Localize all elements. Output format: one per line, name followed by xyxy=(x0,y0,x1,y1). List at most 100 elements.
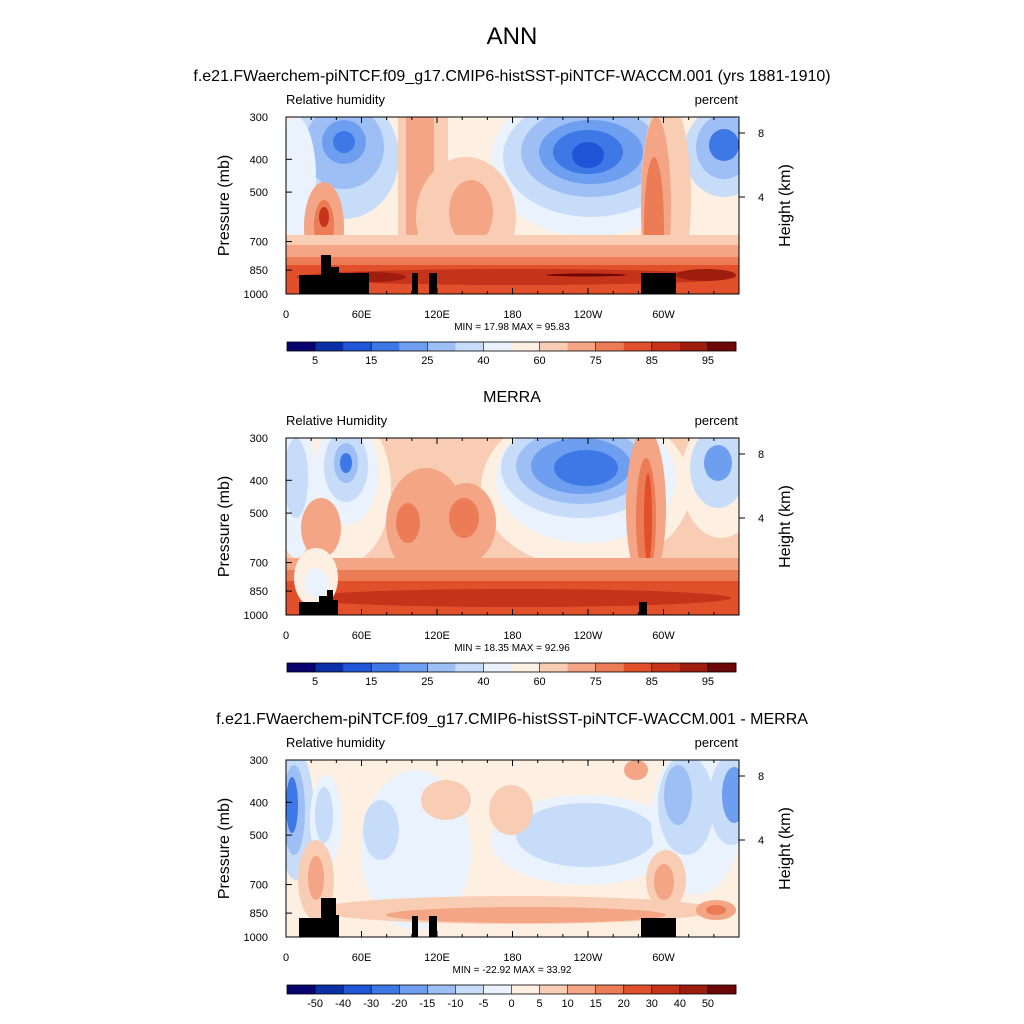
colorbar-label: 95 xyxy=(702,676,714,688)
topography-mask xyxy=(641,273,676,294)
colorbar-label: 5 xyxy=(312,355,318,367)
x-tick-label: 120W xyxy=(574,630,603,642)
x-tick-label: 60W xyxy=(652,952,675,964)
y-tick-label: 300 xyxy=(250,112,268,124)
x-tick-label: 0 xyxy=(283,630,289,642)
y-tick-label: 850 xyxy=(250,586,268,598)
contour-fill xyxy=(546,273,626,277)
x-tick-label: 180 xyxy=(503,952,521,964)
colorbar-label: 0 xyxy=(508,998,514,1010)
y-tick-label: 400 xyxy=(250,154,268,166)
y-tick-label: 500 xyxy=(250,187,268,199)
units-label: percent xyxy=(695,413,739,428)
colorbar-frame xyxy=(286,662,737,673)
y-axis-title: Pressure (mb) xyxy=(216,476,233,577)
contour-fill xyxy=(722,767,739,823)
colorbar-swatch xyxy=(595,663,625,672)
y2-axis-title: Height (km) xyxy=(777,164,794,247)
y-tick-label: 500 xyxy=(250,508,268,520)
colorbar-label: -50 xyxy=(307,998,323,1010)
contour-fill xyxy=(644,473,652,563)
colorbar-label: 25 xyxy=(421,355,433,367)
colorbar: 5 15 25 40 60 75 85 95 xyxy=(286,341,737,367)
contour-fill xyxy=(704,445,732,481)
y2-tick-label: 4 xyxy=(758,513,764,525)
colorbar-label: 40 xyxy=(674,998,686,1010)
colorbar-label: -30 xyxy=(363,998,379,1010)
x-tick-label: 120E xyxy=(424,630,450,642)
colorbar-swatch xyxy=(679,985,709,994)
y-tick-label: 300 xyxy=(250,433,268,445)
colorbar-label: 15 xyxy=(590,998,602,1010)
contour-field xyxy=(286,760,739,937)
colorbar-label: 20 xyxy=(618,998,630,1010)
colorbar-swatch xyxy=(539,985,569,994)
colorbar-swatch xyxy=(707,663,737,672)
colorbar: -50 -40 -30 -20 -15 -10 -5 0 5 10 15 20 30 40 50 xyxy=(286,984,737,1010)
contour-fill xyxy=(301,589,731,607)
contour-fill xyxy=(308,856,324,900)
x-tick-label: 0 xyxy=(283,952,289,964)
contour-fill xyxy=(301,498,341,558)
colorbar-swatch xyxy=(567,985,597,994)
colorbar-swatch xyxy=(483,663,512,672)
x-tick-label: 60W xyxy=(652,630,675,642)
colorbar: 5 15 25 40 60 75 85 95 xyxy=(286,662,737,688)
x-tick-label: 60E xyxy=(352,952,372,964)
topography-mask xyxy=(321,255,331,294)
variable-label: Relative humidity xyxy=(286,735,385,750)
variable-label: Relative Humidity xyxy=(286,413,388,428)
colorbar-swatch xyxy=(651,663,681,672)
contour-field xyxy=(286,117,739,294)
y2-axis-title: Height (km) xyxy=(777,485,794,568)
colorbar-label: 50 xyxy=(702,998,714,1010)
y-tick-label: 300 xyxy=(250,755,268,767)
panel-title: f.e21.FWaerchem-piNTCF.f09_g17.CMIP6-his… xyxy=(216,711,808,728)
colorbar-swatch xyxy=(567,342,597,351)
x-tick-label: 120E xyxy=(424,952,450,964)
topography-mask xyxy=(327,590,333,615)
colorbar-swatch xyxy=(483,985,512,994)
colorbar-label: 25 xyxy=(421,676,433,688)
contour-fill xyxy=(489,785,533,835)
colorbar-label: 5 xyxy=(537,998,543,1010)
y-axis-title: Pressure (mb) xyxy=(216,798,233,899)
colorbar-swatch xyxy=(343,342,372,351)
y-tick-label: 700 xyxy=(250,880,268,892)
colorbar-label: 85 xyxy=(646,355,658,367)
colorbar-label: -15 xyxy=(419,998,435,1010)
y2-tick-label: 4 xyxy=(758,192,764,204)
colorbar-swatch xyxy=(315,985,344,994)
topography-mask xyxy=(331,267,339,294)
colorbar-swatch xyxy=(539,663,569,672)
colorbar-swatch xyxy=(315,663,344,672)
x-tick-label: 60E xyxy=(352,309,372,321)
units-label: percent xyxy=(695,735,739,750)
y-tick-label: 500 xyxy=(250,830,268,842)
x-tick-label: 0 xyxy=(283,309,289,321)
colorbar-swatch xyxy=(427,985,456,994)
topography-mask xyxy=(319,596,327,615)
topography-mask xyxy=(299,275,321,294)
x-tick-label: 60W xyxy=(652,309,675,321)
colorbar-frame xyxy=(286,341,737,352)
contour-fill xyxy=(664,765,692,825)
colorbar-swatch xyxy=(371,663,400,672)
contour-fill xyxy=(572,142,604,168)
colorbar-swatch xyxy=(511,663,540,672)
colorbar-swatch xyxy=(595,985,625,994)
colorbar-swatch xyxy=(707,985,737,994)
y-tick-label: 400 xyxy=(250,797,268,809)
colorbar-label: -40 xyxy=(335,998,351,1010)
colorbar-swatch xyxy=(567,663,597,672)
colorbar-swatch xyxy=(455,342,484,351)
topography-mask xyxy=(299,918,321,937)
contour-plot: 0 60E 120E 180 120W 60W 300 400 500 700 850 1000 8 4 xyxy=(244,112,765,321)
x-tick-label: 60E xyxy=(352,630,372,642)
colorbar-swatch xyxy=(623,985,653,994)
colorbar-label: 75 xyxy=(590,676,602,688)
topography-mask xyxy=(333,600,338,615)
y2-tick-label: 4 xyxy=(758,835,764,847)
colorbar-swatch xyxy=(399,342,428,351)
